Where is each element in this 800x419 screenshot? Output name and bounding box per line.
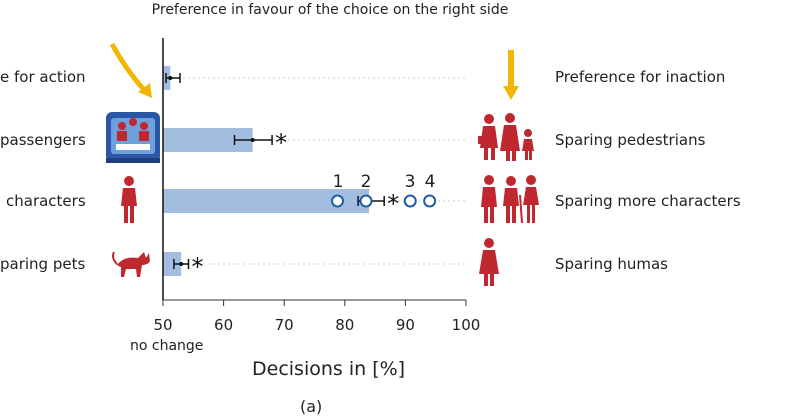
right-label-more-characters: Sparing more characters <box>555 192 741 210</box>
marker-label-2: 2 <box>360 172 372 192</box>
pedestrians-icon <box>478 113 534 161</box>
marker-label-1: 1 <box>332 172 344 192</box>
significance-star: * <box>387 190 399 218</box>
left-label-pets: paring pets <box>0 255 86 273</box>
comparison-marker <box>403 194 417 208</box>
group-characters-icon <box>481 175 539 224</box>
comparison-marker <box>423 194 437 208</box>
left-label-characters: characters <box>6 192 86 210</box>
no-change-label: no change <box>130 338 204 354</box>
left-label-action: e for action <box>0 68 86 86</box>
right-label-pedestrians: Sparing pedestrians <box>555 131 706 149</box>
x-tick-label: 90 <box>395 316 415 334</box>
right-label-humans: Sparing humas <box>555 255 668 273</box>
chart-title: Preference in favour of the choice on th… <box>151 2 509 18</box>
mean-point <box>250 138 255 142</box>
cat-icon <box>112 251 150 277</box>
arrow-down-icon <box>503 50 519 100</box>
mean-point <box>179 262 184 266</box>
x-tick-label: 100 <box>451 316 481 334</box>
figure-caption: (a) <box>300 397 323 416</box>
marker-label-3: 3 <box>404 172 416 192</box>
x-tick-label: 70 <box>274 316 294 334</box>
mean-point <box>168 76 173 80</box>
significance-star: * <box>191 253 203 281</box>
left-label-passengers: passengers <box>0 131 86 149</box>
bar <box>163 252 182 276</box>
arrow-diagonal-icon <box>109 42 152 98</box>
right-label-inaction: Preference for inaction <box>555 68 726 86</box>
x-tick-label: 60 <box>214 316 234 334</box>
comparison-marker <box>331 194 345 208</box>
comparison-marker <box>359 194 373 208</box>
significance-star: * <box>275 129 287 157</box>
x-tick-label: 80 <box>335 316 355 334</box>
x-axis-label: Decisions in [%] <box>252 358 406 380</box>
x-tick-label: 50 <box>153 316 173 334</box>
human-icon <box>479 238 499 286</box>
car-passengers-icon <box>106 112 160 163</box>
single-person-icon <box>121 176 137 223</box>
marker-label-4: 4 <box>424 172 436 192</box>
